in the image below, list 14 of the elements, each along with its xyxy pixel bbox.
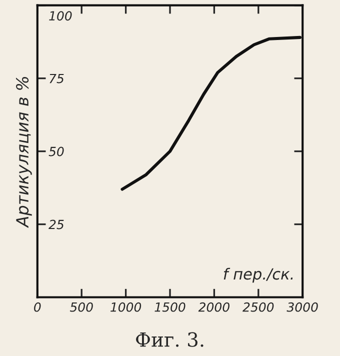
x-tick-label: 2500 <box>242 302 274 312</box>
y-tick-label: 75 <box>50 74 64 84</box>
x-tick-label: 0 <box>34 302 41 312</box>
x-axis-title: f пер./ск. <box>224 268 293 283</box>
y-tick-label: 100 <box>49 11 72 21</box>
y-axis-title: Артикуляция в % <box>16 77 32 228</box>
x-tick-label: 1000 <box>110 302 142 312</box>
y-tick-label: 50 <box>48 146 64 156</box>
x-tick-label: 2000 <box>198 302 230 312</box>
x-tick-label: 500 <box>70 302 93 312</box>
x-tick-label: 1500 <box>154 302 186 312</box>
x-tick-label: 3000 <box>286 302 318 312</box>
y-tick-label: 25 <box>48 220 64 230</box>
text: Фиг. 3. <box>136 332 204 347</box>
